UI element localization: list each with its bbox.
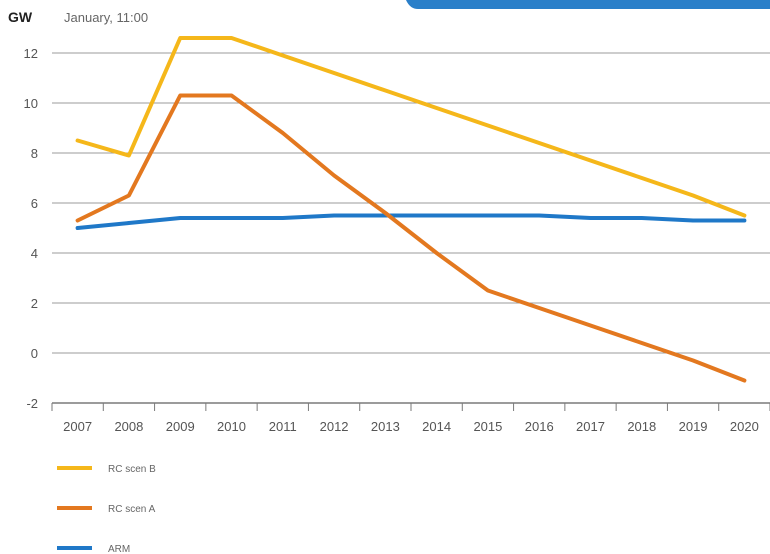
x-tick-label: 2017 xyxy=(576,419,605,434)
y-tick-label: 8 xyxy=(31,146,38,161)
y-tick-label: 6 xyxy=(31,196,38,211)
x-axis-ticks: 2007 2008 2009 2010 2011 2012 2013 2014 2015 2016… xyxy=(51,403,770,434)
x-tick-label: 2020 xyxy=(730,419,759,434)
y-tick-label: 4 xyxy=(31,246,38,261)
x-tick-label: 2014 xyxy=(422,419,451,434)
chart-subtitle: January, 11:00 xyxy=(64,10,148,25)
x-tick-label: 2015 xyxy=(473,419,502,434)
x-tick-label: 2012 xyxy=(320,419,349,434)
x-tick-label: 2016 xyxy=(525,419,554,434)
x-tick-label: 2007 xyxy=(63,419,92,434)
y-axis-ticks: 12 10 8 6 4 2 0 -2 xyxy=(24,46,38,411)
x-tick-label: 2010 xyxy=(217,419,246,434)
header-banner xyxy=(406,0,770,9)
y-tick-label: 0 xyxy=(31,346,38,361)
legend-label: RC scen A xyxy=(108,504,156,515)
legend: RC scen B RC scen A ARM xyxy=(57,464,156,554)
x-tick-label: 2011 xyxy=(269,419,297,434)
series-line-rc-scen-a xyxy=(75,93,747,383)
x-tick-label: 2013 xyxy=(371,419,400,434)
legend-label: RC scen B xyxy=(108,464,156,475)
series-lines xyxy=(75,36,747,383)
y-tick-label: 12 xyxy=(24,46,38,61)
y-tick-label: 2 xyxy=(31,296,38,311)
legend-label: ARM xyxy=(108,544,130,554)
series-line-arm xyxy=(75,213,747,230)
y-tick-label: 10 xyxy=(24,96,38,111)
y-tick-label: -2 xyxy=(26,396,38,411)
x-tick-label: 2018 xyxy=(627,419,656,434)
y-unit-label: GW xyxy=(8,9,33,25)
x-tick-label: 2008 xyxy=(114,419,143,434)
gridlines xyxy=(52,52,770,404)
x-tick-label: 2009 xyxy=(166,419,195,434)
x-tick-label: 2019 xyxy=(679,419,708,434)
series-line-rc-scen-b xyxy=(75,36,747,218)
